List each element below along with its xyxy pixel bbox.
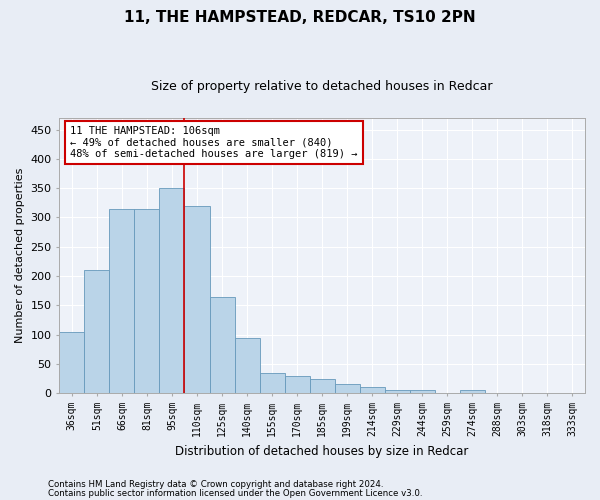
- Bar: [134, 208, 160, 394]
- Bar: [85, 270, 109, 394]
- Bar: [59, 332, 85, 394]
- Bar: [335, 384, 360, 394]
- Bar: [284, 376, 310, 394]
- Bar: [235, 338, 260, 394]
- Bar: [310, 378, 335, 394]
- Text: Contains public sector information licensed under the Open Government Licence v3: Contains public sector information licen…: [48, 488, 422, 498]
- X-axis label: Distribution of detached houses by size in Redcar: Distribution of detached houses by size …: [175, 444, 469, 458]
- Bar: [385, 390, 410, 394]
- Bar: [160, 188, 184, 394]
- Bar: [360, 388, 385, 394]
- Bar: [260, 373, 284, 394]
- Text: 11 THE HAMPSTEAD: 106sqm
← 49% of detached houses are smaller (840)
48% of semi-: 11 THE HAMPSTEAD: 106sqm ← 49% of detach…: [70, 126, 358, 159]
- Text: 11, THE HAMPSTEAD, REDCAR, TS10 2PN: 11, THE HAMPSTEAD, REDCAR, TS10 2PN: [124, 10, 476, 25]
- Bar: [209, 296, 235, 394]
- Y-axis label: Number of detached properties: Number of detached properties: [15, 168, 25, 343]
- Bar: [410, 390, 435, 394]
- Text: Contains HM Land Registry data © Crown copyright and database right 2024.: Contains HM Land Registry data © Crown c…: [48, 480, 383, 489]
- Bar: [184, 206, 209, 394]
- Title: Size of property relative to detached houses in Redcar: Size of property relative to detached ho…: [151, 80, 493, 93]
- Bar: [109, 208, 134, 394]
- Bar: [460, 390, 485, 394]
